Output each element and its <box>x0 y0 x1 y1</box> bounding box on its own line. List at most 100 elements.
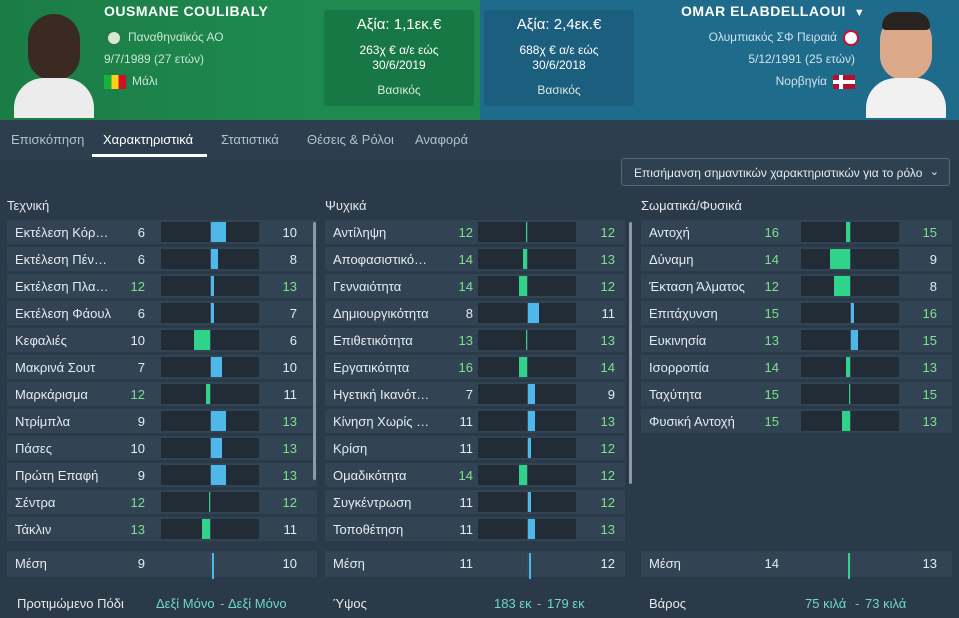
attribute-row[interactable]: Ευκινησία 13 15 <box>641 328 952 352</box>
right-value-box: Αξία: 2,4εκ.€ 688χ € α/ε εώς 30/6/2018 Β… <box>484 10 634 106</box>
right-contract-end: 30/6/2018 <box>532 58 586 72</box>
attribute-row[interactable]: Επιθετικότητα 13 13 <box>325 328 625 352</box>
right-wage-amount: 688χ € α/ε εώς <box>519 43 599 57</box>
right-value: 12 <box>600 225 615 240</box>
technical-scrollbar[interactable] <box>313 222 316 480</box>
attribute-row[interactable]: Κρίση 11 12 <box>325 436 625 460</box>
right-player-club[interactable]: Ολυμπιακός ΣΦ Πειραιά <box>709 30 859 46</box>
attribute-row[interactable]: Αντίληψη 12 12 <box>325 220 625 244</box>
comparison-marker <box>527 384 535 404</box>
attribute-name: Επιθετικότητα <box>333 333 413 348</box>
right-player-nationality[interactable]: Νορβηγία <box>776 74 855 89</box>
left-value: 11 <box>459 522 474 537</box>
right-value: 10 <box>282 360 297 375</box>
attribute-row[interactable]: Δύναμη 14 9 <box>641 247 952 271</box>
tab-bar: Επισκόπηση Χαρακτηριστικά Στατιστικά Θέσ… <box>0 120 959 160</box>
attribute-row[interactable]: Τοποθέτηση 11 13 <box>325 517 625 541</box>
right-value: 12 <box>600 279 615 294</box>
weight-right: 73 κιλά <box>865 596 907 611</box>
comparison-bar <box>801 411 899 431</box>
right-value: 13 <box>922 556 937 571</box>
attribute-row[interactable]: Μαρκάρισμα 12 11 <box>7 382 317 406</box>
comparison-bar <box>161 465 259 485</box>
attribute-row[interactable]: Πρώτη Επαφή 9 13 <box>7 463 317 487</box>
attribute-row[interactable]: Φυσική Αντοχή 15 13 <box>641 409 952 433</box>
tab-positions-roles[interactable]: Θέσεις & Ρόλοι <box>307 132 394 147</box>
right-player-photo <box>866 8 946 118</box>
attribute-row[interactable]: Συγκέντρωση 11 12 <box>325 490 625 514</box>
attribute-name: Ταχύτητα <box>649 387 702 402</box>
attribute-row[interactable]: Ηγετική Ικανότητα 7 9 <box>325 382 625 406</box>
attribute-row[interactable]: Επιτάχυνση 15 16 <box>641 301 952 325</box>
comparison-bar <box>478 357 576 377</box>
attribute-name: Δημιουργικότητα <box>333 306 429 321</box>
left-nation-name[interactable]: Μάλι <box>132 74 158 88</box>
attribute-row[interactable]: Ομαδικότητα 14 12 <box>325 463 625 487</box>
attribute-row[interactable]: Αντοχή 16 15 <box>641 220 952 244</box>
comparison-marker <box>210 465 226 485</box>
left-value: 11 <box>459 495 474 510</box>
role-highlight-dropdown[interactable]: Επισήμανση σημαντικών χαρακτηριστικών γι… <box>621 158 950 186</box>
attribute-row[interactable]: Έκταση Άλματος 12 8 <box>641 274 952 298</box>
club-crest-icon <box>106 30 122 46</box>
attribute-row[interactable]: Εκτέλεση Φάουλ 6 7 <box>7 301 317 325</box>
comparison-marker <box>526 330 528 350</box>
left-club-name[interactable]: Παναθηναϊκός ΑΟ <box>128 30 224 45</box>
attribute-row[interactable]: Τάκλιν 13 11 <box>7 517 317 541</box>
left-value: 12 <box>458 225 473 240</box>
attribute-name: Κίνηση Χωρίς το Μπαλόνι <box>333 414 431 429</box>
left-contract-end: 30/6/2019 <box>372 58 426 72</box>
mental-scrollbar[interactable] <box>629 222 632 484</box>
attribute-name: Γενναιότητα <box>333 279 402 294</box>
left-value: 13 <box>130 522 145 537</box>
comparison-bar <box>478 411 576 431</box>
tab-report[interactable]: Αναφορά <box>415 132 469 147</box>
comparison-marker <box>526 222 528 242</box>
comparison-bar <box>478 465 576 485</box>
tab-statistics[interactable]: Στατιστικά <box>221 132 279 147</box>
comparison-marker <box>209 492 211 512</box>
comparison-bar <box>161 411 259 431</box>
average-row[interactable]: Μέση 9 10 <box>7 551 317 579</box>
right-nation-name[interactable]: Νορβηγία <box>775 74 827 88</box>
right-player-name[interactable]: OMAR ELABDELLAOUI <box>681 3 846 19</box>
attribute-row[interactable]: Δημιουργικότητα 8 11 <box>325 301 625 325</box>
comparison-bar <box>161 222 259 242</box>
left-player-nationality[interactable]: Μάλι <box>104 74 158 89</box>
attribute-row[interactable]: Γενναιότητα 14 12 <box>325 274 625 298</box>
left-value: 14 <box>458 468 473 483</box>
attribute-row[interactable]: Πάσες 10 13 <box>7 436 317 460</box>
attribute-row[interactable]: Εκτέλεση Κόρνερ 6 10 <box>7 220 317 244</box>
chevron-down-icon[interactable]: ⌄ <box>929 166 939 178</box>
right-club-name[interactable]: Ολυμπιακός ΣΦ Πειραιά <box>708 30 837 45</box>
average-row[interactable]: Μέση 11 12 <box>325 551 625 579</box>
attribute-row[interactable]: Εκτέλεση Πέναλτι 6 8 <box>7 247 317 271</box>
average-row[interactable]: Μέση 14 13 <box>641 551 952 579</box>
attribute-row[interactable]: Ντρίμπλα 9 13 <box>7 409 317 433</box>
comparison-bar <box>161 384 259 404</box>
height-right: 179 εκ <box>547 596 585 611</box>
attribute-name: Μακρινά Σουτ <box>15 360 96 375</box>
attribute-row[interactable]: Εκτέλεση Πλαγίου 12 13 <box>7 274 317 298</box>
attribute-row[interactable]: Σέντρα 12 12 <box>7 490 317 514</box>
left-player-name[interactable]: OUSMANE COULIBALY <box>104 3 269 19</box>
attribute-row[interactable]: Αποφασιστικότητα 14 13 <box>325 247 625 271</box>
attribute-row[interactable]: Κεφαλιές 10 6 <box>7 328 317 352</box>
tab-overview[interactable]: Επισκόπηση <box>11 132 85 147</box>
comparison-marker <box>830 249 850 269</box>
left-value: 12 <box>130 279 145 294</box>
attribute-name: Ομαδικότητα <box>333 468 407 483</box>
chevron-down-icon[interactable]: ▼ <box>853 7 866 19</box>
attribute-name: Ισορροπία <box>649 360 710 375</box>
attribute-row[interactable]: Μακρινά Σουτ 7 10 <box>7 355 317 379</box>
attribute-row[interactable]: Κίνηση Χωρίς το Μπαλόνι 11 13 <box>325 409 625 433</box>
attribute-row[interactable]: Ταχύτητα 15 15 <box>641 382 952 406</box>
comparison-marker <box>849 384 851 404</box>
attribute-row[interactable]: Εργατικότητα 16 14 <box>325 355 625 379</box>
attribute-row[interactable]: Ισορροπία 14 13 <box>641 355 952 379</box>
comparison-header: OUSMANE COULIBALY Παναθηναϊκός ΑΟ 9/7/19… <box>0 0 959 120</box>
tab-attributes[interactable]: Χαρακτηριστικά <box>103 132 194 147</box>
right-player-selector[interactable]: OMAR ELABDELLAOUI ▼ <box>681 3 865 19</box>
right-value: 13 <box>922 414 937 429</box>
left-player-club[interactable]: Παναθηναϊκός ΑΟ <box>106 30 224 46</box>
